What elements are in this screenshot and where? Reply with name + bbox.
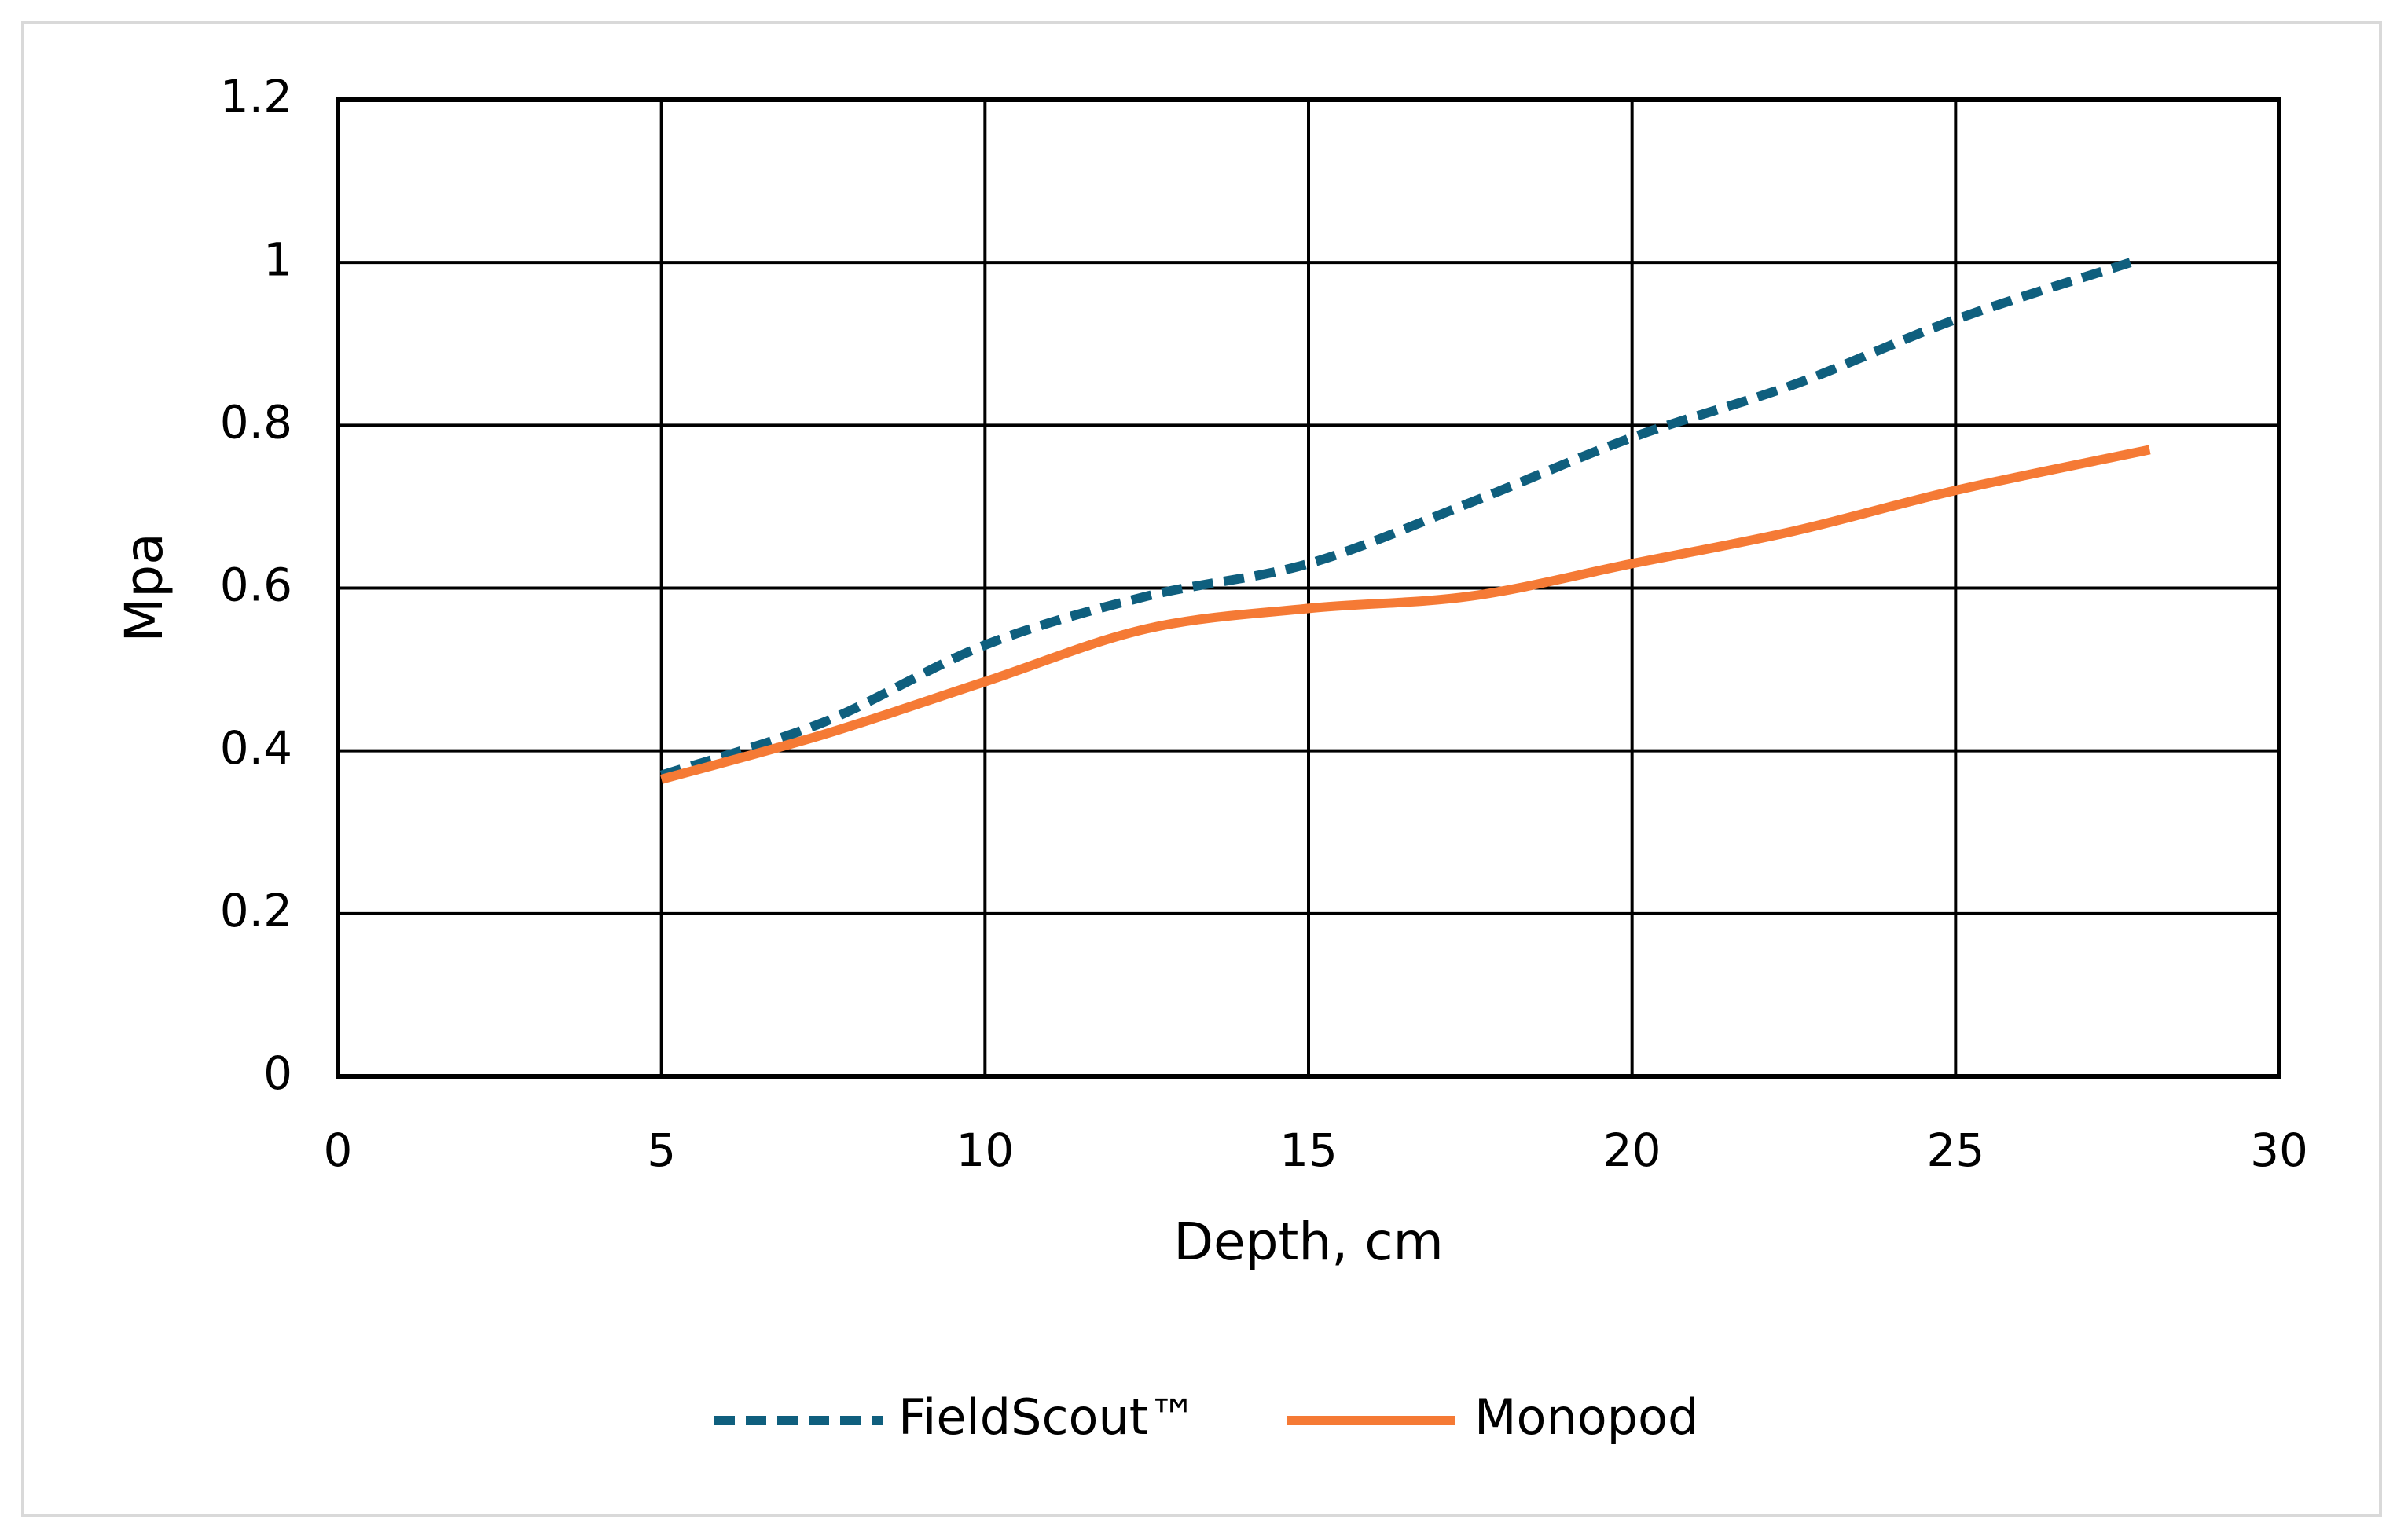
legend-label: FieldScout™ [898, 1388, 1197, 1446]
y-tick-label: 0.6 [220, 559, 292, 612]
legend-label: Monopod [1474, 1388, 1698, 1446]
series-line [660, 445, 2151, 784]
series-line [659, 258, 2132, 780]
x-tick-label: 0 [324, 1124, 353, 1177]
x-tick-label: 5 [647, 1124, 676, 1177]
chart-frame [21, 21, 2382, 1517]
y-tick-label: 0.2 [220, 884, 292, 937]
x-tick-label: 30 [2250, 1124, 2308, 1177]
x-tick-label: 15 [1279, 1124, 1338, 1177]
y-tick-label: 0.8 [220, 395, 292, 449]
x-axis-title: Depth, cm [1173, 1212, 1444, 1272]
plot-border [336, 97, 2281, 1079]
x-tick-label: 10 [956, 1124, 1014, 1177]
x-tick-label: 25 [1926, 1124, 1984, 1177]
y-tick-label: 1 [263, 233, 292, 286]
x-tick-label: 20 [1603, 1124, 1661, 1177]
y-tick-label: 0 [263, 1047, 292, 1100]
y-axis-title: Mpa [114, 533, 174, 642]
y-tick-label: 0.4 [220, 721, 292, 775]
y-tick-label: 1.2 [220, 70, 292, 123]
